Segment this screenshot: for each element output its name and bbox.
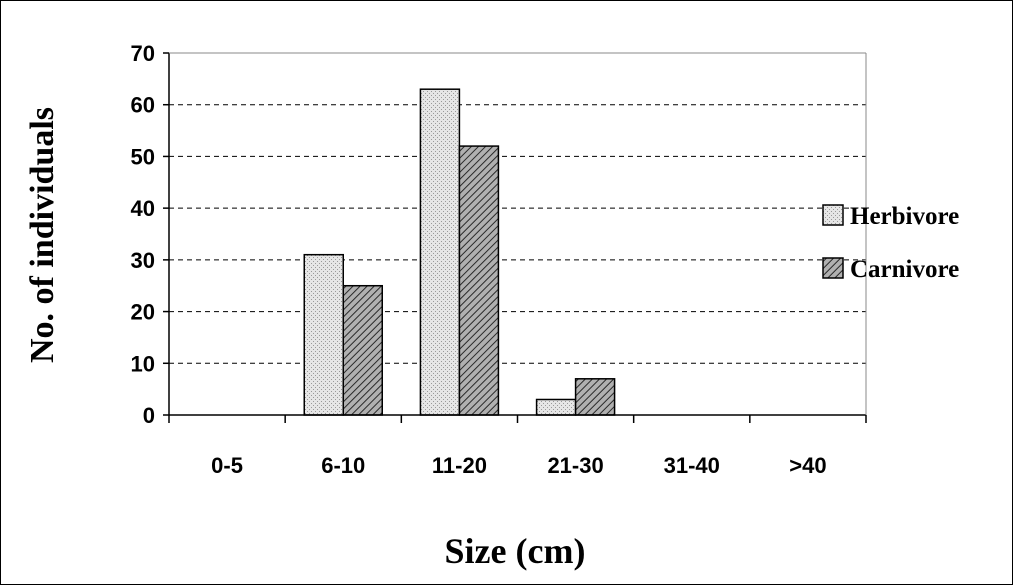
x-tick-label: 6-10 — [321, 453, 365, 478]
bar-carnivore-3 — [574, 378, 616, 416]
x-tick-label: 0-5 — [211, 453, 243, 478]
y-tick-label: 70 — [131, 41, 155, 66]
y-tick-label: 50 — [131, 144, 155, 169]
y-axis-title: No. of individuals — [24, 107, 61, 363]
legend-label-herbivore: Herbivore — [850, 203, 959, 230]
y-tick-labels: 0 10 20 30 40 50 60 70 — [131, 41, 155, 428]
x-tick-label: 11-20 — [432, 453, 487, 478]
bar-herbivore-3 — [535, 398, 577, 416]
x-axis-title: Size (cm) — [445, 531, 586, 571]
legend-swatch-carnivore — [822, 257, 844, 279]
x-tick-label: 31-40 — [664, 453, 720, 478]
gridlines — [169, 52, 866, 364]
bar-carnivore-2 — [458, 145, 500, 416]
bar-herbivore-2 — [419, 88, 461, 416]
axes — [163, 52, 867, 423]
y-tick-label: 60 — [131, 93, 155, 118]
legend-label-carnivore: Carnivore — [850, 256, 959, 283]
bars — [303, 88, 616, 416]
legend: Herbivore Carnivore — [822, 203, 959, 283]
legend-swatch-herbivore — [822, 204, 844, 226]
x-tick-label: >40 — [789, 453, 826, 478]
x-tick-label: 21-30 — [547, 453, 603, 478]
y-tick-label: 40 — [131, 196, 155, 221]
bar-herbivore-1 — [303, 253, 344, 416]
x-tick-labels: 0-5 6-10 11-20 21-30 31-40 >40 — [211, 453, 826, 478]
y-tick-label: 10 — [131, 351, 155, 376]
y-tick-label: 30 — [131, 248, 155, 273]
bar-carnivore-1 — [342, 284, 383, 416]
y-tick-label: 0 — [143, 403, 155, 428]
y-tick-label: 20 — [131, 300, 155, 325]
